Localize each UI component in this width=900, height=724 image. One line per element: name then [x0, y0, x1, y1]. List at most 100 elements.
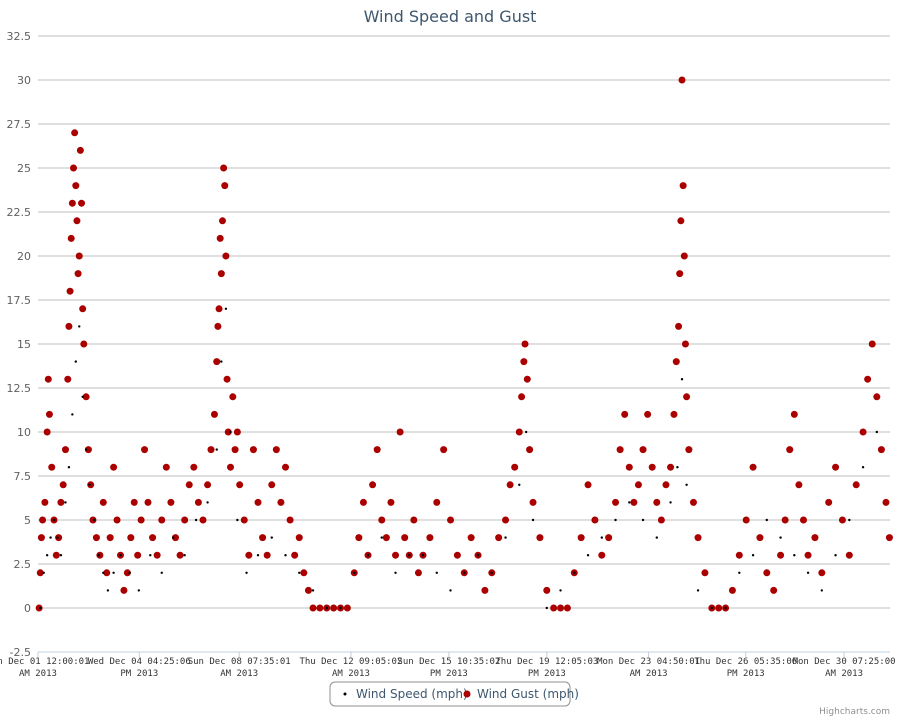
wind-speed-point: [42, 571, 45, 574]
wind-speed-point: [834, 554, 837, 557]
wind-gust-point: [675, 322, 683, 330]
y-tick-label: 25: [17, 162, 31, 175]
wind-gust-point: [715, 604, 723, 612]
wind-gust-point: [127, 534, 135, 542]
wind-speed-point: [380, 536, 383, 539]
y-tick-label: 15: [17, 338, 31, 351]
y-tick-label: 22.5: [7, 206, 32, 219]
wind-speed-point: [92, 518, 96, 522]
wind-gust-point: [735, 551, 743, 559]
wind-gust-point: [221, 182, 229, 190]
x-tick-label: Thu Dec 19 12:05:03: [495, 657, 598, 667]
wind-gust-point: [80, 340, 88, 348]
legend-item-wind-speed[interactable]: Wind Speed (mph): [343, 687, 468, 701]
y-tick-label: 2.5: [14, 558, 32, 571]
wind-speed-point: [524, 430, 528, 434]
legend-label-wind-speed[interactable]: Wind Speed (mph): [356, 687, 468, 701]
legend[interactable]: Wind Speed (mph) Wind Gust (mph): [329, 681, 579, 707]
wind-gust-point: [521, 340, 529, 348]
wind-gust-point: [605, 534, 613, 542]
wind-gust-point: [134, 551, 142, 559]
wind-gust-point: [59, 481, 67, 489]
wind-gust-point: [520, 358, 528, 366]
wind-gust-point: [676, 270, 684, 278]
wind-speed-point: [137, 589, 141, 592]
y-tick-label: 0: [24, 602, 31, 615]
legend-label-wind-gust[interactable]: Wind Gust (mph): [477, 687, 579, 701]
wind-gust-point: [799, 516, 807, 524]
chart-title: Wind Speed and Gust: [364, 7, 537, 26]
wind-speed-point: [74, 360, 77, 363]
wind-gust-point: [233, 428, 241, 436]
wind-gust-point: [678, 76, 686, 84]
wind-gust-point: [885, 534, 893, 542]
wind-gust-point: [57, 498, 65, 506]
wind-gust-point: [64, 375, 72, 383]
wind-gust-point: [79, 305, 87, 313]
wind-gust-point: [679, 182, 687, 190]
wind-gust-point: [249, 446, 257, 454]
wind-gust-point: [236, 481, 244, 489]
wind-gust-point: [677, 217, 685, 225]
wind-gust-point: [185, 481, 193, 489]
wind-speed-point: [676, 466, 679, 469]
wind-gust-point: [621, 410, 629, 418]
wind-gust-point: [316, 604, 324, 612]
wind-speed-point: [59, 554, 63, 557]
wind-gust-point: [657, 516, 665, 524]
wind-gust-point: [120, 586, 128, 594]
wind-gust-point: [171, 534, 179, 542]
wind-speed-point: [435, 571, 438, 574]
wind-gust-point: [72, 182, 80, 190]
wind-gust-point: [749, 463, 757, 471]
wind-gust-point: [300, 569, 308, 577]
wind-speed-point: [194, 518, 198, 522]
wind-speed-point: [56, 536, 59, 539]
wind-speed-point: [160, 571, 163, 574]
x-tick-label: Thu Dec 26 05:35:06: [694, 657, 797, 667]
wind-gust-point: [272, 446, 280, 454]
wind-gust-point: [680, 252, 688, 260]
wind-gust-point: [396, 428, 404, 436]
wind-gust-point: [557, 604, 565, 612]
wind-gust-point: [414, 569, 422, 577]
wind-gust-point: [689, 498, 697, 506]
wind-speed-point: [641, 518, 645, 522]
wind-speed-point: [751, 554, 755, 557]
wind-gust-point: [74, 270, 82, 278]
wind-speed-point: [573, 571, 576, 574]
wind-speed-point: [149, 554, 152, 557]
wind-gust-point: [141, 446, 149, 454]
wind-gust-point: [204, 481, 212, 489]
legend-item-wind-gust[interactable]: Wind Gust (mph): [463, 687, 579, 701]
wind-gust-point: [67, 234, 75, 242]
wind-gust-point: [282, 463, 290, 471]
wind-gust-point: [577, 534, 585, 542]
wind-gust-point: [515, 428, 523, 436]
wind-gust-point: [137, 516, 145, 524]
wind-gust-point: [426, 534, 434, 542]
wind-gust-point: [795, 481, 803, 489]
wind-gust-point: [113, 516, 121, 524]
wind-gust-point: [882, 498, 890, 506]
wind-gust-point: [216, 234, 224, 242]
y-tick-label: 17.5: [7, 294, 32, 307]
wind-gust-point: [82, 393, 90, 401]
wind-gust-point: [240, 516, 248, 524]
wind-speed-point: [284, 554, 287, 557]
credits-link[interactable]: Highcharts.com: [819, 707, 890, 717]
wind-gust-point: [401, 534, 409, 542]
wind-speed-point: [206, 501, 209, 504]
legend-box: [329, 681, 571, 707]
wind-gust-point: [845, 551, 853, 559]
wind-gust-point: [268, 481, 276, 489]
wind-speed-point: [220, 360, 223, 363]
wind-gust-point: [502, 516, 510, 524]
wind-gust-point: [355, 534, 363, 542]
wind-gust-point: [506, 481, 514, 489]
wind-gust-point: [130, 498, 138, 506]
wind-speed-point: [215, 448, 218, 451]
y-tick-label: 7.5: [14, 470, 32, 483]
wind-speed-point: [600, 536, 603, 539]
wind-gust-point: [181, 516, 189, 524]
